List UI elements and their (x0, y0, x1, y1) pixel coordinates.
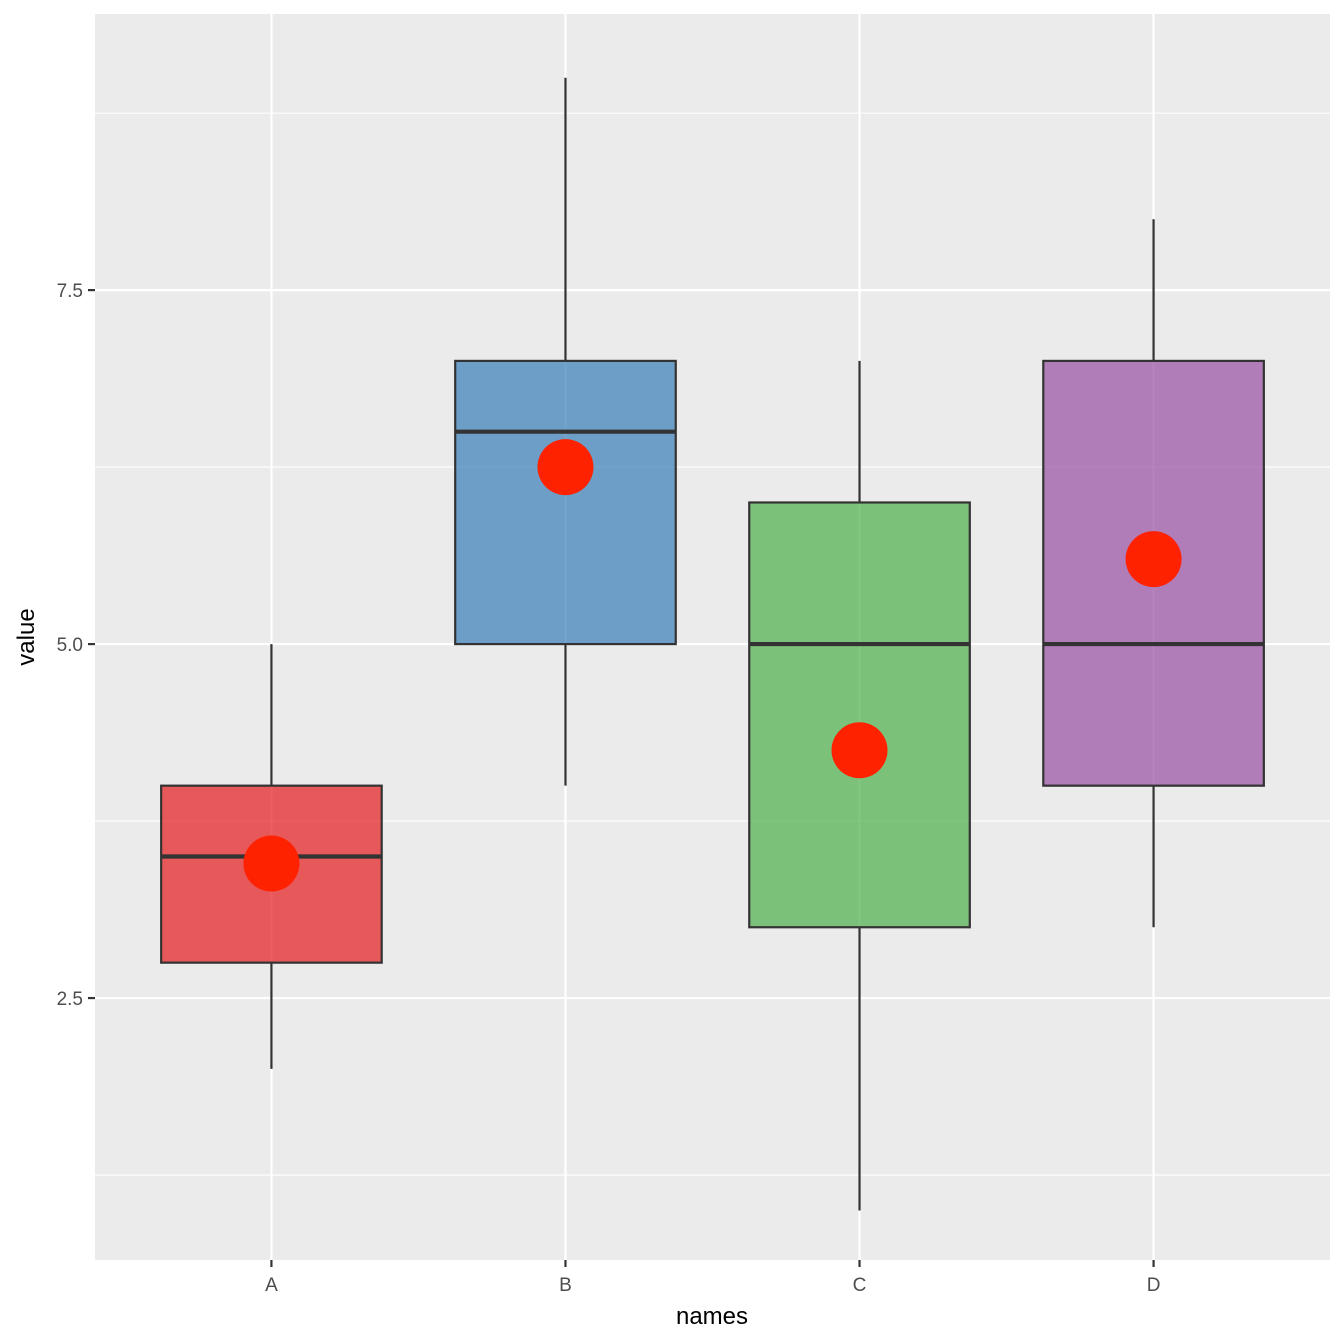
boxes (160, 77, 1265, 1211)
axes: 2.5 5.0 7.5 A B C D (57, 281, 1161, 1296)
y-axis-title: value (13, 608, 40, 665)
box-C (748, 360, 971, 1211)
x-tick-label: A (265, 1275, 278, 1296)
mean-points (243, 439, 1182, 892)
x-axis-title: names (676, 1303, 748, 1330)
x-tick-label: B (559, 1275, 572, 1296)
mean-point-B (537, 439, 594, 496)
box-body (748, 501, 971, 929)
x-tick-label: C (853, 1275, 867, 1296)
mean-point-D (1125, 531, 1182, 588)
y-tick-label: 2.5 (57, 989, 83, 1010)
mean-point-A (243, 835, 300, 892)
y-tick-label: 7.5 (57, 281, 83, 302)
box-B (454, 77, 677, 786)
box-body (454, 359, 677, 646)
y-tick-label: 5.0 (57, 635, 83, 656)
x-tick-label: D (1147, 1275, 1161, 1296)
mean-point-C (831, 722, 888, 779)
